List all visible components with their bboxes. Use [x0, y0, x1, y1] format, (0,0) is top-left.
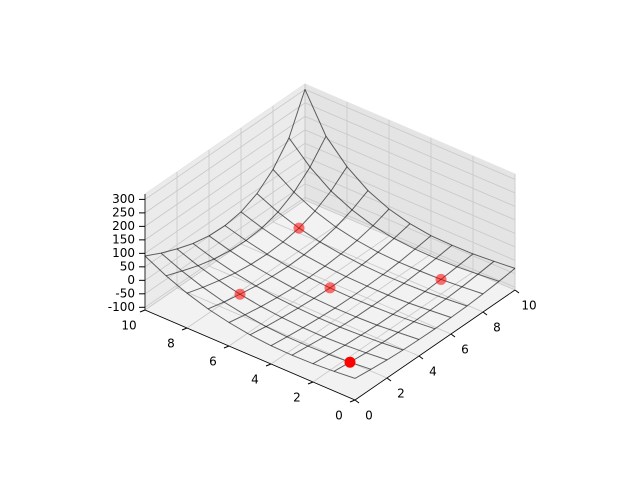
scatter-point	[234, 288, 246, 300]
grid-line	[144, 102, 306, 214]
y-tick	[139, 309, 146, 313]
x-tick-label: 4	[429, 365, 437, 379]
y-tick	[307, 381, 314, 385]
grid-line	[304, 169, 516, 261]
z-tick-label: 100	[112, 246, 135, 260]
wire-column	[144, 255, 356, 379]
x-tick	[450, 333, 456, 338]
x-tick	[354, 399, 360, 404]
y-tick-label: 2	[293, 391, 301, 405]
y-tick-label: 0	[335, 409, 343, 423]
x-tick	[418, 355, 424, 360]
x-tick-label: 0	[365, 409, 373, 423]
z-tick-label: 200	[112, 219, 135, 233]
scatter-point	[435, 273, 447, 285]
grid-line	[312, 271, 474, 383]
scatter-point	[324, 282, 336, 294]
grid-line	[304, 156, 516, 248]
z-tick-label: 0	[127, 273, 135, 287]
scatter-point	[293, 222, 305, 234]
wire-column	[272, 169, 484, 295]
z-tick-label: -100	[108, 300, 135, 314]
wire-column	[240, 211, 452, 318]
y-tick-label: 6	[209, 355, 217, 369]
y-tick-label: 4	[251, 373, 259, 387]
axis-line	[144, 309, 356, 401]
wire-column	[208, 235, 420, 340]
x-tick	[514, 289, 520, 294]
y-tick	[265, 363, 272, 367]
x-tick-label: 10	[521, 299, 536, 313]
axis-line	[354, 289, 516, 401]
y-tick	[223, 345, 230, 349]
wire-column	[160, 252, 372, 370]
z-tick-label: -50	[115, 286, 135, 300]
wire-column	[176, 248, 388, 361]
wire-column	[288, 137, 500, 282]
x-tick-label: 2	[397, 387, 405, 401]
z-tick-label: 300	[112, 192, 135, 206]
x-tick	[482, 311, 488, 316]
x-tick	[386, 377, 392, 382]
grid-line	[304, 142, 516, 234]
x-tick-label: 6	[461, 343, 469, 357]
y-tick	[349, 399, 356, 403]
z-tick-label: 50	[120, 259, 135, 273]
z-tick-label: 250	[112, 205, 135, 219]
grid-line	[144, 143, 306, 254]
grid-line	[304, 89, 516, 180]
grid-line	[304, 102, 516, 194]
wire-column	[192, 243, 404, 351]
grid-line	[144, 116, 306, 227]
grid-line	[270, 253, 432, 365]
y-tick	[181, 327, 188, 331]
y-tick-label: 10	[121, 319, 136, 333]
grid-line	[228, 235, 390, 347]
y-tick-label: 8	[167, 337, 175, 351]
grid-line	[304, 116, 516, 207]
wire-column	[256, 193, 468, 307]
grid-line	[304, 129, 516, 221]
scatter-point	[344, 356, 356, 368]
grid-line	[144, 183, 306, 295]
x-tick-label: 8	[493, 321, 501, 335]
z-tick-label: 150	[112, 232, 135, 246]
grid-line	[144, 199, 306, 311]
wire-column	[304, 89, 516, 269]
grid-line	[144, 89, 306, 200]
grid-line	[144, 129, 306, 241]
grid-line	[186, 217, 348, 329]
grid-line	[144, 196, 306, 308]
